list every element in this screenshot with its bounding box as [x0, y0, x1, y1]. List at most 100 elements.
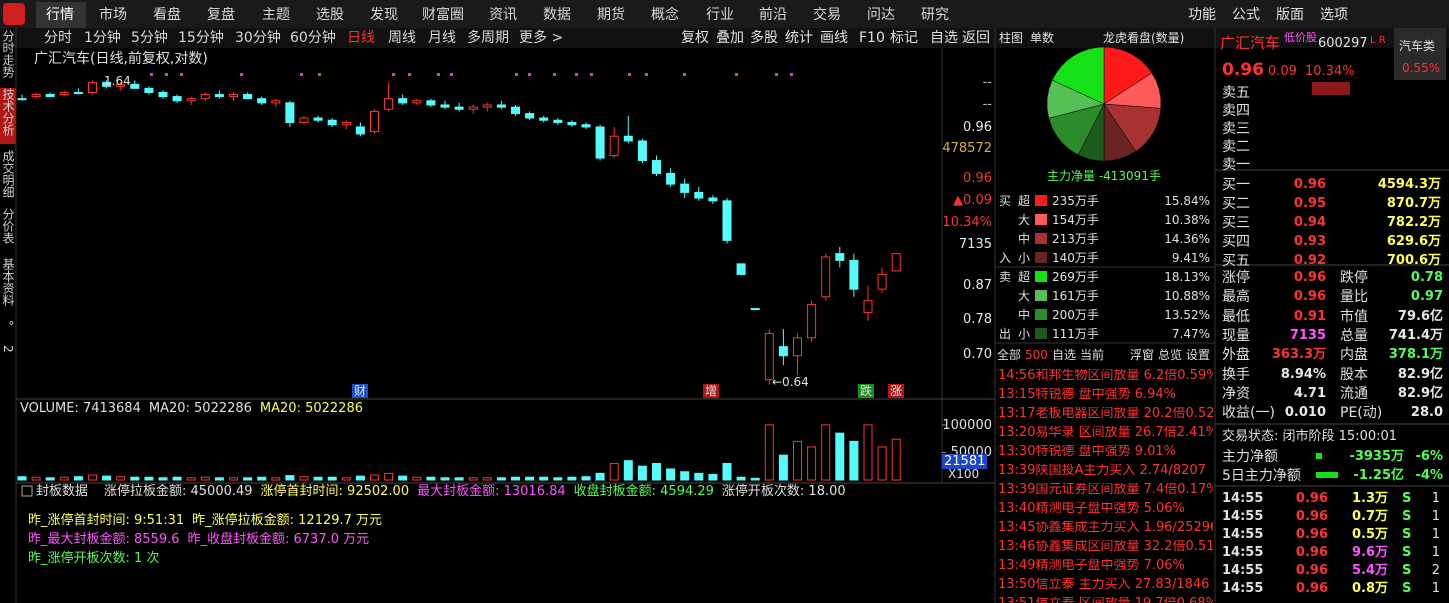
volume-bar	[214, 477, 224, 481]
flow-pct: 9.41%	[1171, 251, 1210, 265]
news-tool[interactable]: 总览	[1158, 348, 1183, 362]
menu-right[interactable]: 选项	[1320, 7, 1348, 23]
side-tab[interactable]: 技术分析	[1, 88, 15, 136]
event-marker[interactable]: 涨	[887, 384, 905, 398]
period-tab[interactable]: 月线	[428, 30, 456, 46]
sector-box[interactable]	[1394, 28, 1446, 80]
menu-tab[interactable]: 行业	[706, 7, 734, 23]
news-item[interactable]: 13:45协鑫集成主力买入 1.96/25296	[998, 521, 1213, 534]
flow-amount: -3935万	[1349, 449, 1404, 464]
tick-volume: 0.5万	[1351, 527, 1388, 542]
side-tab[interactable]: 2	[1, 345, 15, 353]
menu-tab[interactable]: 问达	[867, 7, 895, 23]
period-tab[interactable]: 多周期	[467, 30, 509, 46]
news-item[interactable]: 13:50信立泰 主力买入 27.83/1846	[998, 578, 1210, 591]
period-tab[interactable]: 15分钟	[178, 30, 224, 46]
menu-tab[interactable]: 主题	[262, 7, 290, 23]
menu-tab[interactable]: 资讯	[489, 7, 517, 23]
tool-button[interactable]: 统计	[785, 30, 813, 46]
news-item[interactable]: 13:46协鑫集成区间放量 32.2倍0.51%	[998, 540, 1213, 553]
tool-button[interactable]: 叠加	[716, 30, 744, 46]
side-tab[interactable]: 分价表	[1, 208, 15, 244]
event-marker[interactable]: 增	[702, 384, 720, 398]
news-item[interactable]: 13:20易华录 区间放量 26.7倍2.41%	[998, 426, 1213, 439]
tool-button[interactable]: F10	[859, 30, 885, 46]
stat-label: 股本	[1340, 366, 1368, 383]
candle-body	[637, 140, 647, 162]
active-tab-bg	[36, 2, 86, 28]
news-item[interactable]: 13:30特锐德 盘中强势 9.01%	[998, 445, 1177, 458]
logo[interactable]	[3, 3, 25, 25]
panel-tab[interactable]: 单数	[1030, 31, 1055, 45]
news-item[interactable]: 13:51信立泰 区间放量 19.7倍0.68%	[998, 597, 1213, 603]
menu-tab[interactable]: 发现	[370, 7, 398, 23]
menu-tab[interactable]: 研究	[921, 7, 949, 23]
panel-tab[interactable]: 柱图	[999, 31, 1024, 45]
news-tool[interactable]: 浮窗	[1130, 348, 1155, 362]
volume-bar	[764, 424, 774, 481]
sector-change: 0.55%	[1402, 61, 1441, 75]
tool-button[interactable]: 画线	[820, 30, 848, 46]
menu-right[interactable]: 功能	[1188, 7, 1216, 23]
side-tab[interactable]: °	[1, 320, 15, 326]
event-marker[interactable]: 财	[351, 384, 369, 398]
candle-body	[186, 98, 196, 102]
side-tab[interactable]: 分时走势	[1, 30, 15, 78]
flow-pct: 10.88%	[1164, 289, 1210, 303]
flow-volume: 235万手	[1052, 194, 1099, 208]
news-tab[interactable]: 全部	[997, 348, 1022, 362]
tool-button[interactable]: 多股	[750, 30, 778, 46]
volume-bar	[807, 446, 817, 481]
event-marker[interactable]: 跌	[857, 384, 875, 398]
news-item[interactable]: 13:40精测电子盘中强势 5.06%	[998, 502, 1185, 515]
news-tab[interactable]: 自选	[1052, 348, 1077, 362]
menu-tab[interactable]: 前沿	[759, 7, 787, 23]
swatch	[1035, 252, 1047, 263]
side-tab[interactable]: 基本资料	[1, 258, 15, 306]
menu-tab[interactable]: 选股	[316, 7, 344, 23]
tool-button[interactable]: 标记	[890, 30, 918, 46]
period-tab[interactable]: 30分钟	[235, 30, 281, 46]
menu-tab[interactable]: 市场	[99, 7, 127, 23]
menu-tab[interactable]: 复盘	[207, 7, 235, 23]
sector-name[interactable]: 汽车类	[1399, 39, 1436, 53]
stat-label: 跌停	[1340, 270, 1368, 286]
menu-right[interactable]: 公式	[1232, 7, 1260, 23]
menu-tab[interactable]: 概念	[651, 7, 679, 23]
menu-tab[interactable]: 期货	[597, 7, 625, 23]
period-tab[interactable]: 周线	[388, 30, 416, 46]
panel-icon	[21, 485, 33, 497]
period-tab[interactable]: 更多 >	[519, 30, 564, 46]
period-tab[interactable]: 分时	[44, 30, 72, 46]
menu-tab[interactable]: 财富圈	[422, 7, 464, 23]
period-tab[interactable]: 日线	[347, 30, 375, 46]
tool-button[interactable]: 返回	[962, 30, 990, 46]
tool-button[interactable]: 复权	[681, 30, 709, 46]
candle-body	[412, 100, 422, 104]
news-item[interactable]: 13:15特锐德 盘中强势 6.94%	[998, 388, 1177, 401]
menu-right[interactable]: 版面	[1276, 7, 1304, 23]
news-item[interactable]: 13:39国元证券区间放量 7.4倍0.17%	[998, 483, 1213, 496]
period-tab[interactable]: 5分钟	[131, 30, 168, 46]
menu-tab[interactable]: 行情	[46, 7, 74, 23]
menu-tab[interactable]: 交易	[813, 7, 841, 23]
menu-tab[interactable]: 看盘	[153, 7, 181, 23]
news-tab[interactable]: 500	[1025, 348, 1048, 362]
news-item[interactable]: 13:39陕国投A主力买入 2.74/8207	[998, 464, 1206, 477]
signal-dot	[165, 73, 168, 76]
ask-label: 卖五	[1222, 85, 1250, 101]
side-tab[interactable]: 成交明细	[1, 150, 15, 198]
size-label: 小	[1018, 327, 1031, 341]
price-label: 478572	[942, 141, 992, 156]
expand-button[interactable]	[1312, 82, 1350, 95]
tool-button[interactable]: 自选	[930, 30, 958, 46]
menu-tab[interactable]: 数据	[543, 7, 571, 23]
candle-body	[567, 121, 577, 126]
news-item[interactable]: 14:56和邦生物区间放量 6.2倍0.59%	[998, 369, 1213, 382]
news-item[interactable]: 13:49精测电子盘中强势 7.06%	[998, 559, 1185, 572]
period-tab[interactable]: 60分钟	[290, 30, 336, 46]
period-tab[interactable]: 1分钟	[84, 30, 121, 46]
news-tab[interactable]: 当前	[1080, 348, 1105, 362]
news-tool[interactable]: 设置	[1186, 348, 1211, 362]
news-item[interactable]: 13:17老板电器区间放量 20.2倍0.52%	[998, 407, 1213, 420]
